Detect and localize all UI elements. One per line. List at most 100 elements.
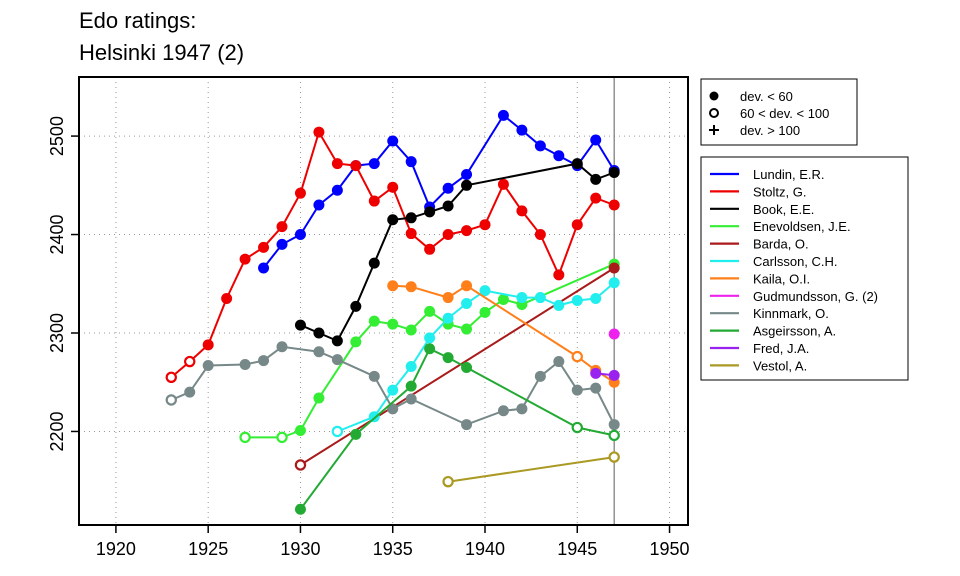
- data-point: [461, 297, 473, 309]
- data-point: [387, 181, 399, 193]
- x-tick-label: 1945: [557, 539, 597, 559]
- data-point: [442, 475, 454, 488]
- data-point: [405, 281, 417, 293]
- data-point: [221, 293, 233, 305]
- data-point: [516, 292, 528, 304]
- data-point: [534, 229, 546, 241]
- data-point: [368, 158, 380, 170]
- data-point: [608, 167, 620, 179]
- legend-series-label: Kinnmark, O.: [753, 306, 829, 321]
- legend-series-label: Barda, O.: [753, 237, 809, 252]
- data-point: [387, 280, 399, 292]
- data-point: [294, 187, 306, 199]
- data-point: [571, 384, 583, 396]
- data-point: [202, 359, 214, 371]
- data-point: [276, 341, 288, 353]
- data-point: [553, 299, 565, 311]
- series-line: [299, 347, 615, 510]
- data-point: [442, 312, 454, 324]
- data-point: [405, 212, 417, 224]
- data-point: [424, 243, 436, 255]
- legend-series-label: Enevoldsen, J.E.: [753, 219, 851, 234]
- series-legend: [700, 156, 909, 381]
- data-point: [571, 158, 583, 170]
- data-point: [479, 219, 491, 231]
- data-point: [405, 324, 417, 336]
- data-point: [165, 371, 177, 384]
- data-point: [424, 343, 436, 355]
- plot-frame: [78, 76, 689, 526]
- x-tick-label: 1920: [96, 539, 136, 559]
- data-point: [497, 109, 509, 121]
- data-point: [424, 206, 436, 218]
- data-point: [497, 405, 509, 417]
- legend-series-label: Stoltz, G.: [753, 184, 806, 199]
- legend-marker-label: dev. > 100: [740, 123, 800, 138]
- legend-series-label: Asgeirsson, A.: [753, 324, 836, 339]
- data-point: [331, 425, 344, 438]
- y-tick-label: 2500: [47, 116, 67, 156]
- data-point: [608, 429, 620, 442]
- data-point: [516, 403, 528, 415]
- data-point: [516, 205, 528, 217]
- legend-series-label: Carlsson, C.H.: [753, 254, 838, 269]
- data-point: [534, 140, 546, 152]
- data-point: [294, 229, 306, 241]
- legend-series-label: Lundin, E.R.: [753, 167, 825, 182]
- data-point: [590, 134, 602, 146]
- data-point: [461, 280, 473, 292]
- data-point: [424, 332, 436, 344]
- chart-subtitle: Helsinki 1947 (2): [79, 40, 245, 65]
- data-point: [497, 178, 509, 190]
- data-point: [350, 300, 362, 312]
- data-point: [368, 370, 380, 382]
- legend-marker-open: [709, 108, 719, 118]
- data-point: [350, 160, 362, 172]
- data-point: [590, 173, 602, 185]
- data-point: [313, 392, 325, 404]
- x-tick-label: 1940: [465, 539, 505, 559]
- data-point: [571, 350, 583, 363]
- legend-series-label: Gudmundsson, G. (2): [753, 289, 878, 304]
- x-tick-label: 1935: [373, 539, 413, 559]
- data-point: [608, 451, 620, 463]
- series-line: [447, 456, 615, 483]
- data-point: [590, 382, 602, 394]
- data-point: [608, 328, 620, 340]
- data-point: [294, 459, 307, 471]
- y-tick-label: 2300: [47, 313, 67, 353]
- data-point: [590, 192, 602, 204]
- data-point: [258, 262, 270, 274]
- data-point: [405, 228, 417, 240]
- data-point: [331, 158, 343, 170]
- data-point: [608, 262, 620, 274]
- data-point: [184, 355, 196, 368]
- data-point: [534, 370, 546, 382]
- data-point: [590, 367, 602, 379]
- data-point: [461, 179, 473, 191]
- legend-marker-filled: [709, 91, 719, 101]
- data-point: [202, 339, 214, 351]
- data-point: [368, 195, 380, 207]
- data-point: [294, 424, 306, 436]
- data-point: [553, 269, 565, 281]
- data-point: [387, 135, 399, 147]
- data-point: [461, 225, 473, 237]
- data-point: [590, 293, 602, 305]
- data-point: [461, 419, 473, 431]
- data-point: [571, 219, 583, 231]
- legend-series-label: Book, E.E.: [753, 202, 814, 217]
- data-point: [405, 393, 417, 405]
- data-point: [258, 241, 270, 253]
- data-point: [479, 306, 491, 318]
- data-point: [258, 355, 270, 367]
- legend-series-label: Fred, J.A.: [753, 341, 809, 356]
- data-point: [331, 184, 343, 196]
- data-point: [479, 285, 491, 297]
- legend-marker-label: 60 < dev. < 100: [740, 106, 829, 121]
- data-point: [534, 292, 546, 304]
- data-point: [405, 380, 417, 392]
- x-tick-label: 1930: [280, 539, 320, 559]
- data-point: [313, 346, 325, 358]
